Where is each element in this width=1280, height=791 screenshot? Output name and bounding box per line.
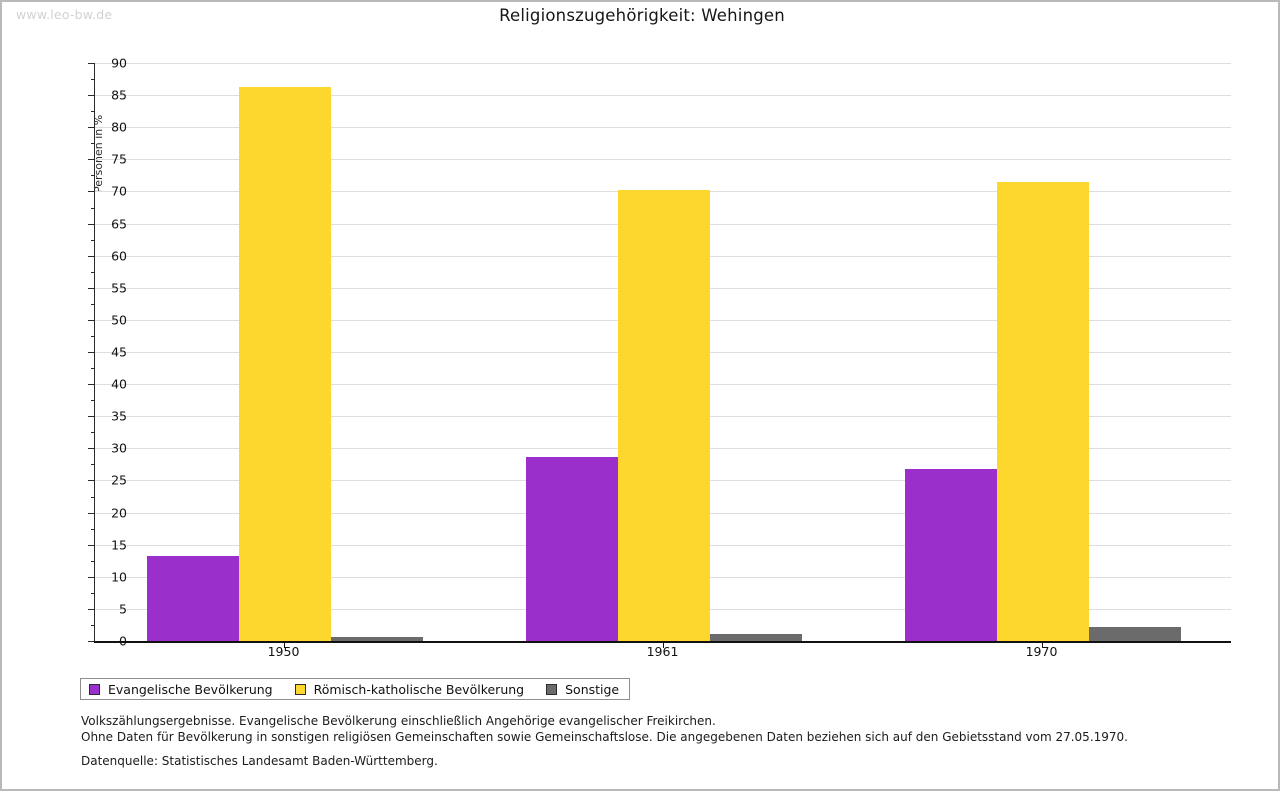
watermark: www.leo-bw.de bbox=[16, 7, 113, 22]
y-axis-minor-tick bbox=[91, 271, 95, 273]
y-axis-tick bbox=[88, 95, 95, 97]
y-axis-tick-label: 30 bbox=[111, 440, 127, 456]
y-axis-tick bbox=[88, 63, 95, 64]
y-axis-minor-tick bbox=[91, 207, 95, 209]
bar[interactable] bbox=[330, 637, 423, 641]
legend-swatch-icon bbox=[546, 683, 558, 695]
y-axis-minor-tick bbox=[91, 528, 95, 530]
y-axis-minor-tick bbox=[91, 111, 95, 113]
y-axis-tick-label: 35 bbox=[111, 408, 127, 424]
y-axis-tick-label: 40 bbox=[111, 376, 127, 392]
y-axis-minor-tick bbox=[91, 335, 95, 337]
legend-label: Römisch-katholische Bevölkerung bbox=[313, 681, 525, 697]
y-axis-tick bbox=[88, 641, 95, 642]
footnote-block: Volkszählungsergebnisse. Evangelische Be… bbox=[81, 714, 1128, 745]
y-axis-tick bbox=[88, 384, 95, 386]
bar[interactable] bbox=[525, 456, 618, 641]
bar[interactable] bbox=[146, 556, 239, 641]
bar-group bbox=[525, 63, 802, 641]
gridline bbox=[95, 159, 1231, 161]
y-axis-minor-tick bbox=[91, 175, 95, 177]
y-axis-tick-label: 60 bbox=[111, 248, 127, 264]
x-axis-tick bbox=[662, 643, 664, 648]
legend-label: Sonstige bbox=[565, 681, 620, 697]
chart-title: Religionszugehörigkeit: Wehingen bbox=[499, 6, 785, 25]
bar[interactable] bbox=[904, 468, 997, 641]
y-axis-tick-label: 25 bbox=[111, 472, 127, 488]
y-axis-minor-tick bbox=[91, 143, 95, 145]
y-axis-minor-tick bbox=[91, 592, 95, 594]
y-axis-tick bbox=[88, 416, 95, 418]
y-axis-tick bbox=[88, 191, 95, 193]
y-axis-tick bbox=[88, 127, 95, 129]
y-axis-minor-tick bbox=[91, 496, 95, 498]
y-axis-minor-tick bbox=[91, 432, 95, 434]
bar[interactable] bbox=[1088, 626, 1181, 641]
legend-item[interactable]: Römisch-katholische Bevölkerung bbox=[294, 681, 525, 697]
plot-area: 051015202530354045505560657075808590 bbox=[88, 56, 1231, 649]
y-axis-tick bbox=[88, 159, 95, 161]
y-axis-tick-label: 90 bbox=[111, 55, 127, 71]
plot-wrapper: Personen in % 05101520253035404550556065… bbox=[88, 56, 1231, 649]
y-axis-tick bbox=[88, 576, 95, 578]
y-axis-tick bbox=[88, 223, 95, 225]
y-axis-tick-label: 50 bbox=[111, 312, 127, 328]
y-axis-minor-tick bbox=[91, 303, 95, 305]
y-axis-tick bbox=[88, 287, 95, 289]
y-axis-tick bbox=[88, 352, 95, 353]
bar[interactable] bbox=[996, 182, 1089, 641]
y-axis-minor-tick bbox=[91, 79, 95, 81]
legend-item[interactable]: Sonstige bbox=[546, 682, 619, 697]
y-axis-minor-tick bbox=[91, 368, 95, 370]
y-axis-tick-label: 45 bbox=[111, 344, 127, 360]
gridline bbox=[95, 95, 1231, 97]
x-axis-tick bbox=[283, 643, 285, 648]
y-axis-tick-label: 80 bbox=[111, 119, 127, 135]
gridline bbox=[95, 127, 1231, 129]
y-axis-tick-label: 70 bbox=[111, 183, 127, 199]
y-axis-minor-tick bbox=[91, 560, 95, 562]
legend-swatch-icon bbox=[294, 683, 306, 695]
y-axis-tick bbox=[88, 608, 95, 610]
bar-group bbox=[904, 63, 1181, 641]
x-axis-tick bbox=[1041, 643, 1043, 648]
y-axis-tick-label: 55 bbox=[111, 280, 127, 296]
y-axis-tick-label: 10 bbox=[111, 569, 127, 585]
y-axis-tick-label: 65 bbox=[111, 216, 127, 232]
footnote-line-2: Ohne Daten für Bevölkerung in sonstigen … bbox=[81, 729, 1128, 744]
legend-item[interactable]: Evangelische Bevölkerung bbox=[89, 682, 273, 697]
legend-swatch-icon bbox=[89, 683, 100, 695]
y-axis-tick-label: 15 bbox=[111, 537, 127, 553]
x-axis-tick-label: 1961 bbox=[646, 644, 679, 659]
y-axis-minor-tick bbox=[91, 624, 95, 626]
y-axis-tick bbox=[88, 448, 95, 450]
y-axis-minor-tick bbox=[91, 464, 95, 466]
bar[interactable] bbox=[238, 86, 331, 641]
x-axis-tick-label: 1950 bbox=[267, 644, 300, 659]
y-axis-tick bbox=[88, 480, 95, 482]
x-axis-line bbox=[94, 641, 1231, 643]
footnote-line-1: Volkszählungsergebnisse. Evangelische Be… bbox=[81, 714, 716, 728]
y-axis-tick-label: 5 bbox=[119, 601, 127, 617]
y-axis-tick-label: 20 bbox=[111, 505, 127, 521]
y-axis-tick-label: 75 bbox=[111, 151, 127, 167]
bar[interactable] bbox=[709, 633, 802, 641]
chart-legend: Evangelische Bevölkerung Römisch-katholis… bbox=[80, 678, 631, 700]
y-axis-tick bbox=[88, 544, 95, 546]
gridline bbox=[95, 63, 1231, 64]
y-axis-tick bbox=[88, 512, 95, 514]
legend-label: Evangelische Bevölkerung bbox=[108, 681, 273, 697]
y-axis-tick bbox=[88, 319, 95, 321]
y-axis-tick-label: 85 bbox=[111, 87, 127, 103]
y-axis-minor-tick bbox=[91, 400, 95, 402]
x-axis-tick-label: 1970 bbox=[1025, 644, 1058, 659]
bar-group bbox=[146, 63, 423, 641]
y-axis-minor-tick bbox=[91, 239, 95, 241]
data-source-line: Datenquelle: Statistisches Landesamt Bad… bbox=[81, 754, 438, 768]
bar[interactable] bbox=[617, 189, 710, 641]
y-axis-tick bbox=[88, 255, 95, 257]
